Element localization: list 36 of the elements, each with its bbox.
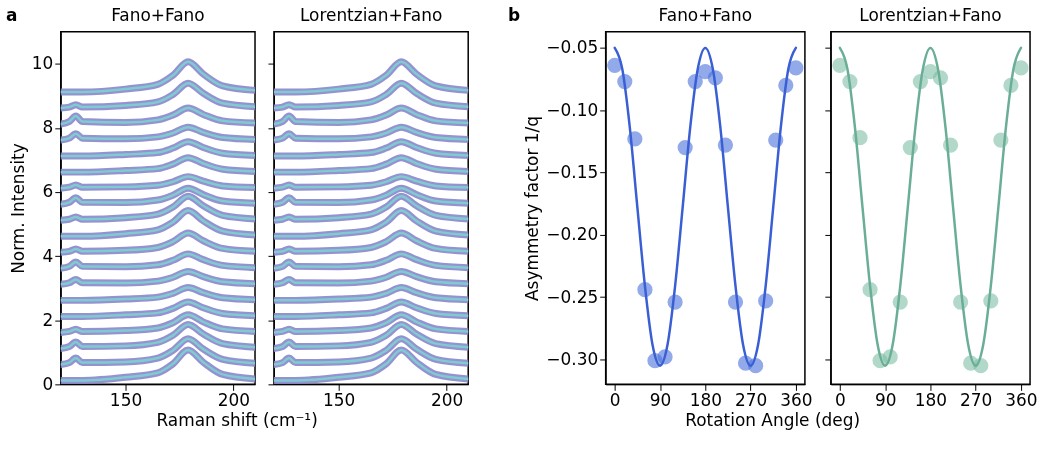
x-tick-label: 90 <box>874 389 897 410</box>
x-tick-label: 360 <box>1005 389 1038 410</box>
chart-title: Fano+Fano <box>658 4 753 25</box>
x-tick-label: 90 <box>649 389 672 410</box>
x-tick-label: 270 <box>734 389 768 410</box>
x-tick-label: 180 <box>914 389 948 410</box>
text: b <box>508 4 521 25</box>
y-tick-label: −0.05 <box>546 37 599 58</box>
x-tick-label: 0 <box>834 389 846 410</box>
y-tick-label: −0.25 <box>546 286 599 307</box>
x-axis-title: Rotation Angle (deg) <box>685 409 860 430</box>
x-tick-label: 200 <box>430 389 464 410</box>
x-tick-label: 150 <box>109 389 143 410</box>
y-axis-title: Asymmetry factor 1/q <box>522 116 543 301</box>
x-tick-label: 360 <box>780 389 813 410</box>
y-tick-label: 0 <box>42 373 54 394</box>
chart-title: Lorentzian+Fano <box>859 4 1002 25</box>
y-tick-label: −0.20 <box>546 224 599 245</box>
text: a <box>5 4 18 25</box>
y-tick-label: 10 <box>31 53 54 74</box>
y-tick-label: 4 <box>42 245 54 266</box>
y-axis-title: Norm. Intensity <box>7 143 28 274</box>
chart-title: Lorentzian+Fano <box>299 4 443 25</box>
y-tick-label: −0.10 <box>546 99 599 120</box>
y-tick-label: 8 <box>42 117 54 138</box>
y-tick-label: 2 <box>42 309 54 330</box>
x-axis-title: Raman shift (cm⁻¹) <box>156 409 318 430</box>
y-tick-label: 6 <box>42 181 54 202</box>
x-tick-label: 200 <box>217 389 251 410</box>
chart-title: Fano+Fano <box>111 4 205 25</box>
x-tick-label: 0 <box>609 389 621 410</box>
x-tick-label: 270 <box>960 389 993 410</box>
x-tick-label: 180 <box>689 389 722 410</box>
y-tick-label: −0.30 <box>546 348 599 369</box>
y-tick-label: −0.15 <box>546 162 599 182</box>
x-tick-label: 150 <box>323 389 356 410</box>
